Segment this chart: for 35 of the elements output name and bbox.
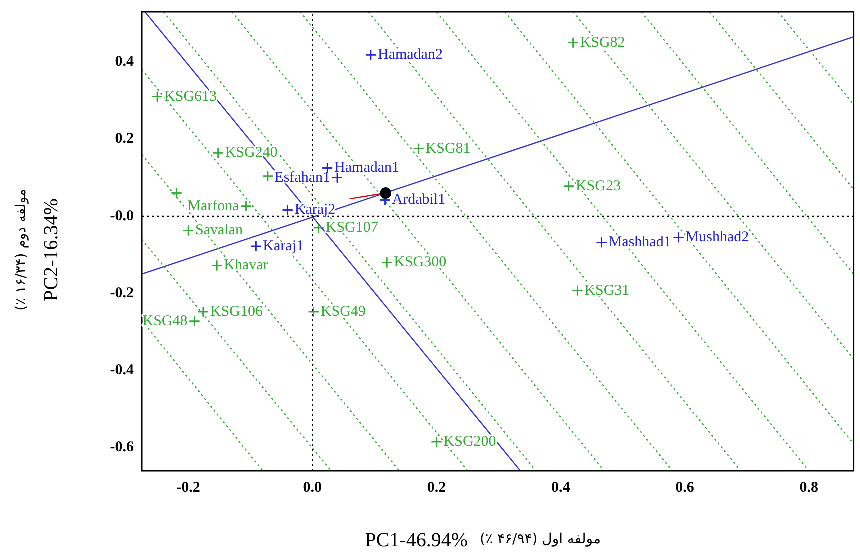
annotation: KSG106 [210,304,264,320]
annotation: KSG23 [576,178,621,194]
annotation: KSG48 [142,313,188,330]
y-tick-label: 0.4 [115,54,134,70]
x-tick-label: 0.8 [800,480,818,496]
annotation: KSG81 [426,140,471,157]
annotation: Ardabil1 [392,192,446,208]
y-tick-label: -0.6 [110,440,134,456]
text: مولفه دوم (۱۶/۳۴ ٪) [14,189,30,311]
annotation: KSG31 [584,282,630,299]
y-tick-label: -0.2 [110,285,134,302]
x-axis-title: PC1-46.94% [365,529,468,552]
annotation: Khavar [224,258,268,274]
annotation: KSG107 [326,220,379,236]
y-axis-title: PC2-16.34% [40,198,62,302]
annotation: Karaj1 [263,238,304,254]
y-tick-label: -0.4 [110,362,134,379]
y-tick-label: -0.0 [110,208,134,224]
text: مولفه اول (۴۶/۹۴ ٪) [480,532,602,548]
x-tick-label: 0.0 [303,480,322,496]
y-tick-label: 0.2 [115,131,134,148]
annotation: Mushhad2 [686,230,750,246]
x-tick-label: 0.6 [676,480,695,496]
x-tick-label: 0.4 [552,480,571,496]
annotation: Mashhad1 [608,234,672,251]
annotation: KSG49 [320,304,366,320]
annotation: KSG300 [394,254,447,271]
annotation: Marfona [188,198,240,214]
annotation: Hamadan1 [334,160,400,176]
annotation: KSG82 [580,34,626,51]
x-tick-label: -0.2 [176,480,200,496]
x-tick-label: 0.2 [427,480,446,496]
annotation: Savalan [196,222,244,239]
annotation: Hamadan2 [378,47,443,64]
annotation: KSG200 [444,434,496,450]
